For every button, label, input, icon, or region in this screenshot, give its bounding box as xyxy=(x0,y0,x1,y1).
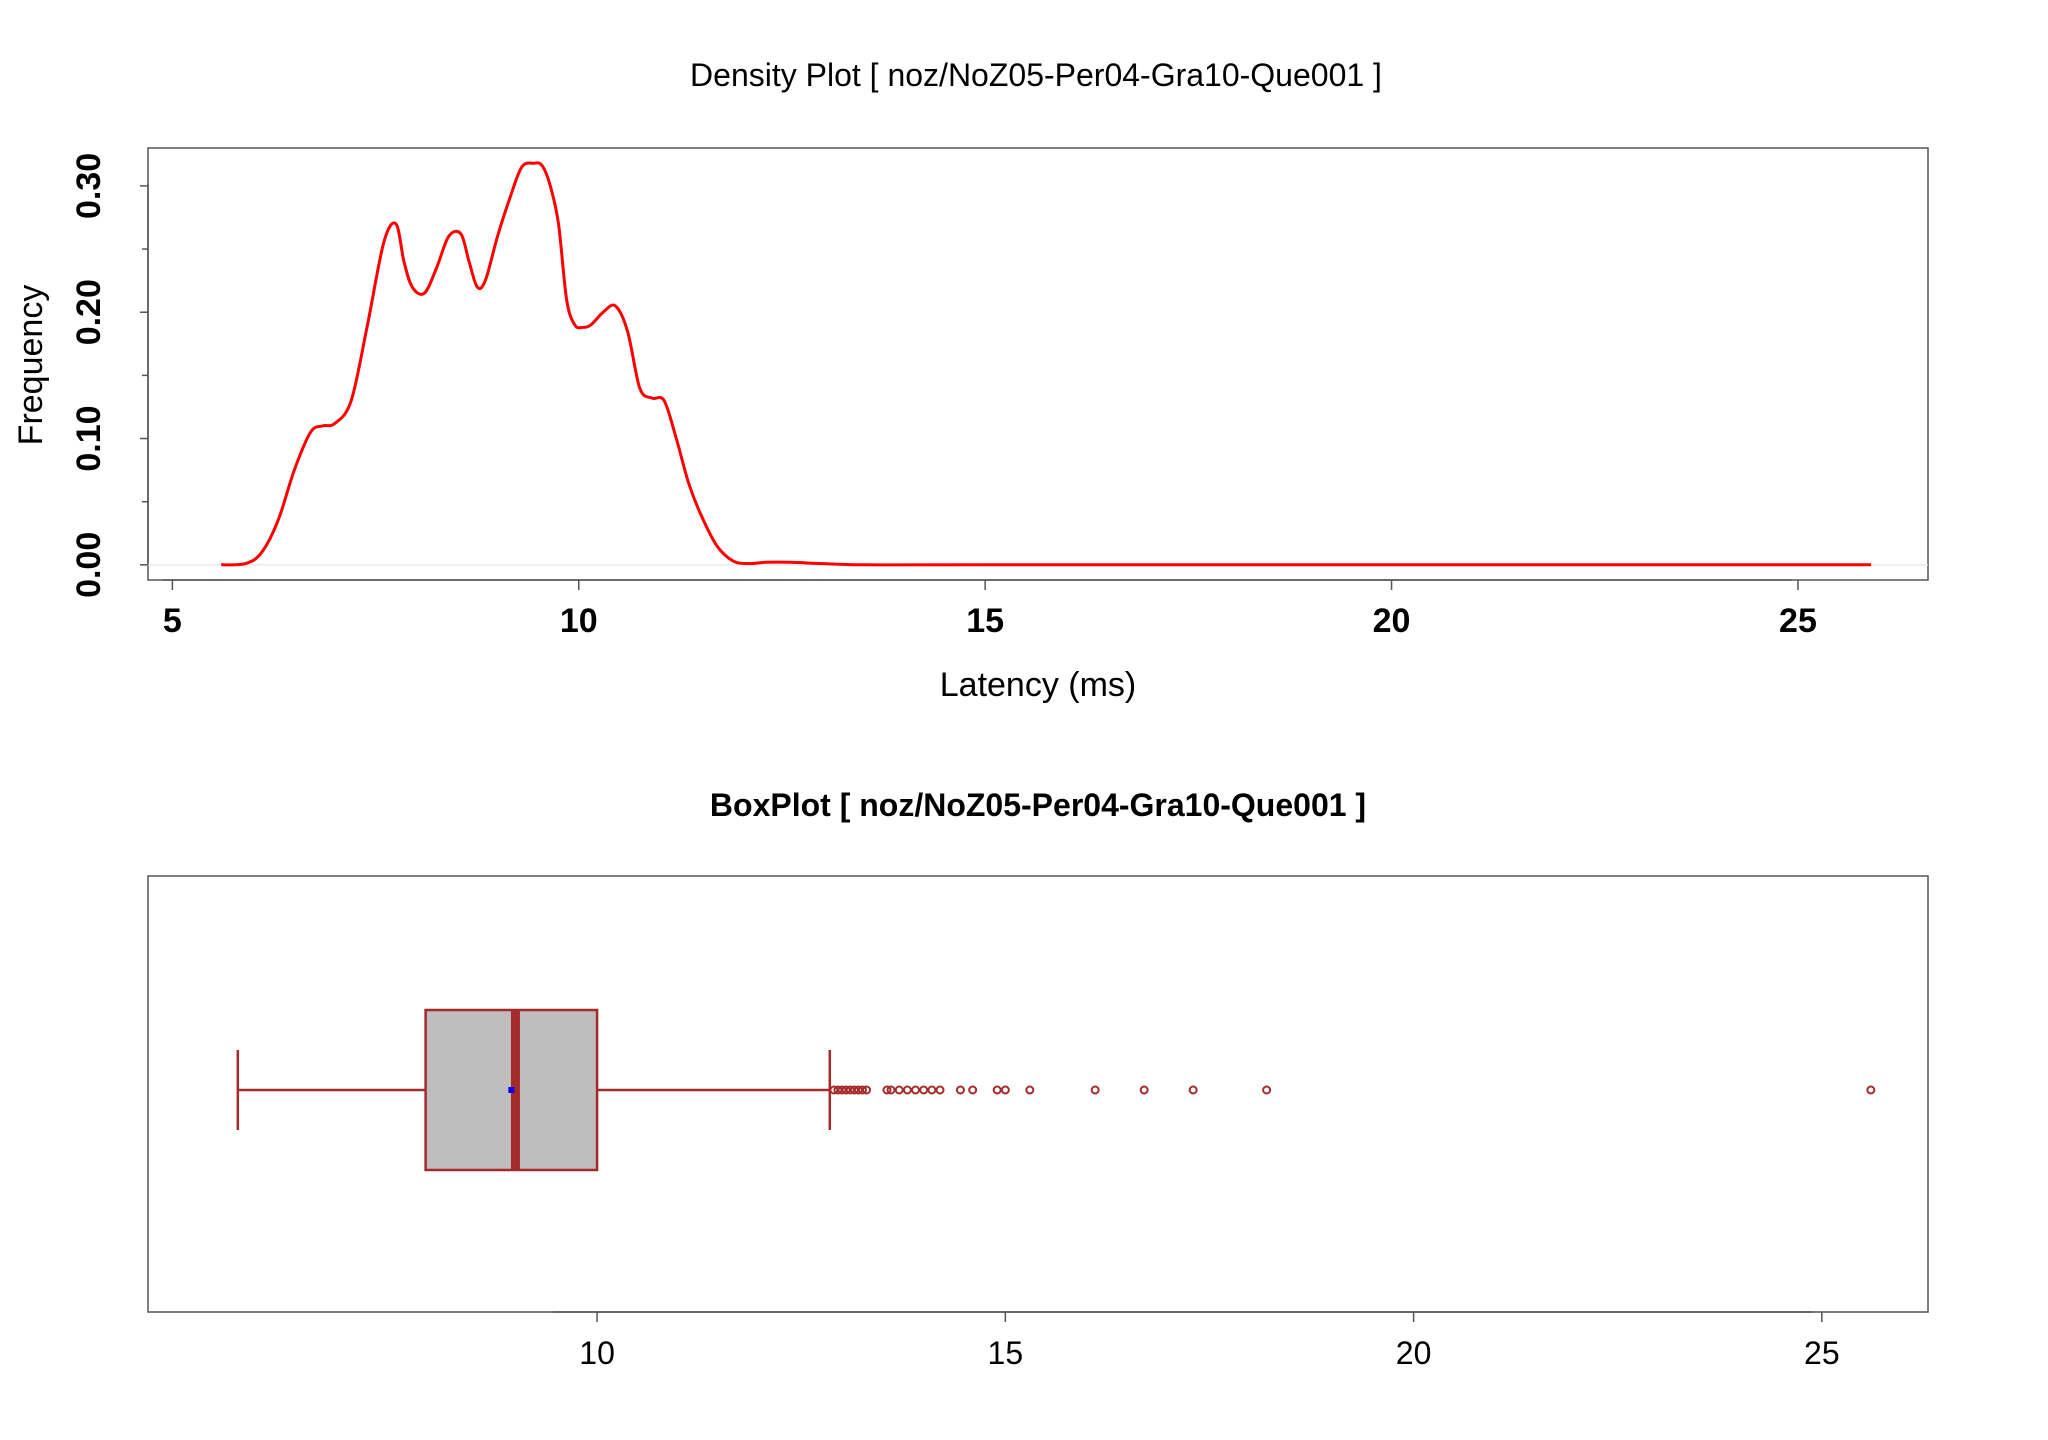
density-y-tick-label: 0.20 xyxy=(70,279,108,345)
boxplot-outlier-point xyxy=(968,1085,978,1095)
boxplot-outlier-point xyxy=(845,1085,855,1095)
density-x-tick-label: 5 xyxy=(163,602,182,640)
boxplot-x-tick-label: 10 xyxy=(579,1335,615,1371)
boxplot-outlier-point xyxy=(911,1085,921,1095)
density-y-tick-label: 0.00 xyxy=(70,532,108,598)
boxplot-outlier-point xyxy=(862,1085,872,1095)
boxplot-outlier-point xyxy=(841,1085,851,1095)
boxplot-outlier-point xyxy=(837,1085,847,1095)
density-series-line xyxy=(221,161,1872,567)
boxplot-outlier-point xyxy=(902,1085,912,1095)
boxplot-x-tick-label: 25 xyxy=(1804,1335,1840,1371)
density-y-tick-label: 0.30 xyxy=(70,153,108,219)
boxplot-outlier-point xyxy=(992,1085,1002,1095)
boxplot-plot-frame xyxy=(147,875,1929,1313)
boxplot-x-tick-label: 20 xyxy=(1396,1335,1432,1371)
boxplot-outlier-point xyxy=(1090,1085,1100,1095)
boxplot-outlier-point xyxy=(894,1085,904,1095)
density-x-axis-label: Latency (ms) xyxy=(940,666,1137,704)
density-title: Density Plot [ noz/NoZ05-Per04-Gra10-Que… xyxy=(690,57,1382,93)
boxplot-outlier-point xyxy=(853,1085,863,1095)
boxplot-mean-point xyxy=(508,1087,515,1093)
boxplot-outlier-point xyxy=(849,1085,859,1095)
boxplot-panel: BoxPlot [ noz/NoZ05-Per04-Gra10-Que001 ]… xyxy=(147,787,1929,1371)
boxplot-outlier-point xyxy=(919,1085,929,1095)
boxplot-outlier-point xyxy=(1188,1085,1198,1095)
boxplot-outlier-point xyxy=(1000,1085,1010,1095)
boxplot-x-ticks: 10 15 20 25 xyxy=(579,1312,1840,1371)
boxplot-outlier-point xyxy=(857,1085,867,1095)
boxplot-marks xyxy=(236,1008,1876,1172)
boxplot-outlier-point xyxy=(927,1085,937,1095)
density-y-tick-label: 0.10 xyxy=(70,405,108,471)
boxplot-outlier-point xyxy=(833,1085,843,1095)
density-plot-frame xyxy=(147,147,1929,581)
density-x-tick-label: 20 xyxy=(1373,602,1411,640)
boxplot-x-tick-label: 15 xyxy=(988,1335,1024,1371)
boxplot-outlier-point xyxy=(935,1085,945,1095)
boxplot-outlier-point xyxy=(1262,1085,1272,1095)
density-x-tick-label: 10 xyxy=(560,602,598,640)
density-panel: Density Plot [ noz/NoZ05-Per04-Gra10-Que… xyxy=(12,57,1929,704)
boxplot-outlier-point xyxy=(886,1085,896,1095)
boxplot-outlier-point xyxy=(1139,1085,1149,1095)
boxplot-title: BoxPlot [ noz/NoZ05-Per04-Gra10-Que001 ] xyxy=(710,787,1366,823)
density-x-tick-label: 15 xyxy=(966,602,1004,640)
boxplot-outlier-point xyxy=(1025,1085,1035,1095)
density-x-ticks: 5 10 15 20 25 xyxy=(163,580,1817,640)
density-y-ticks: 0.00 0.10 0.20 0.30 xyxy=(70,153,1928,598)
boxplot-outlier-point xyxy=(829,1085,839,1095)
boxplot-outlier-point xyxy=(882,1085,892,1095)
density-y-axis-label: Frequency xyxy=(12,285,50,446)
boxplot-outlier-point xyxy=(1866,1085,1876,1095)
boxplot-outlier-point xyxy=(955,1085,965,1095)
density-x-tick-label: 25 xyxy=(1779,602,1817,640)
